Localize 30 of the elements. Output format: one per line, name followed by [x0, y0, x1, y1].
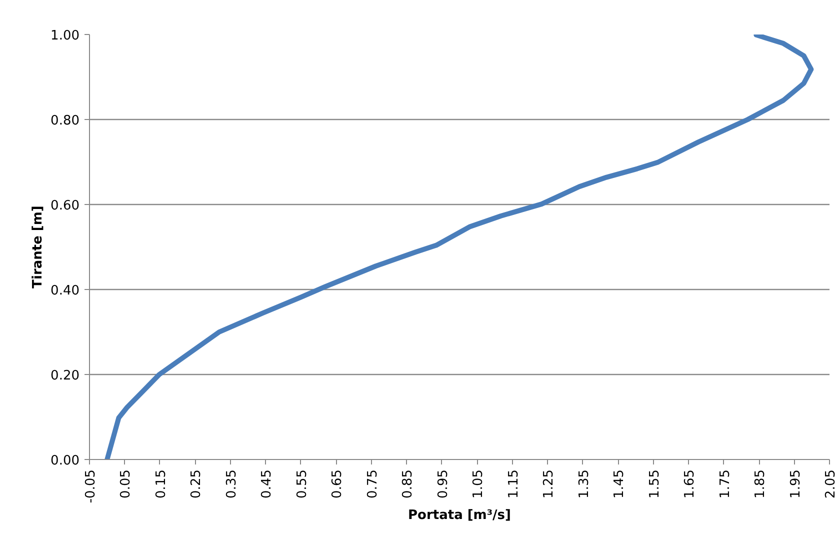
y-tick-label: 1.00 — [50, 28, 80, 44]
x-tick-label: 0.25 — [189, 469, 204, 498]
x-tick-label: 1.55 — [647, 469, 662, 498]
x-tick-label: 1.95 — [788, 469, 804, 498]
x-tick-label: 1.75 — [718, 469, 733, 498]
y-axis-title: Tirante [m] — [30, 206, 46, 288]
x-tick-label: 0.65 — [330, 469, 346, 498]
x-tick-label: 1.35 — [576, 469, 592, 498]
x-tick-label: 1.85 — [753, 469, 768, 498]
x-tick-label: 0.15 — [154, 469, 169, 498]
y-tick-label: 0.60 — [50, 198, 80, 214]
x-tick-label: 1.65 — [682, 469, 698, 498]
y-tick-label: 0.40 — [50, 284, 80, 298]
x-axis-title: Portata [m³/s] — [408, 508, 511, 524]
y-tick-label: 0.80 — [50, 114, 80, 128]
x-tick-label: 0.35 — [224, 469, 240, 498]
x-tick-label: 1.25 — [542, 469, 557, 498]
x-tick-label: 1.05 — [471, 469, 486, 498]
x-tick-label: 0.45 — [260, 469, 275, 498]
x-tick-label: 1.45 — [612, 469, 628, 498]
x-tick-label: 1.15 — [506, 469, 522, 498]
x-tick-label: 2.05 — [824, 469, 838, 498]
x-tick-label: 0.05 — [118, 469, 134, 498]
y-tick-label: 0.20 — [50, 368, 80, 384]
x-tick-label: 0.85 — [400, 469, 416, 498]
y-tick-label: 0.00 — [50, 454, 80, 468]
x-tick-label: -0.05 — [84, 469, 98, 504]
x-tick-label: 0.75 — [365, 469, 380, 498]
x-tick-label: 0.55 — [294, 469, 310, 498]
x-tick-label: 0.95 — [436, 469, 451, 498]
